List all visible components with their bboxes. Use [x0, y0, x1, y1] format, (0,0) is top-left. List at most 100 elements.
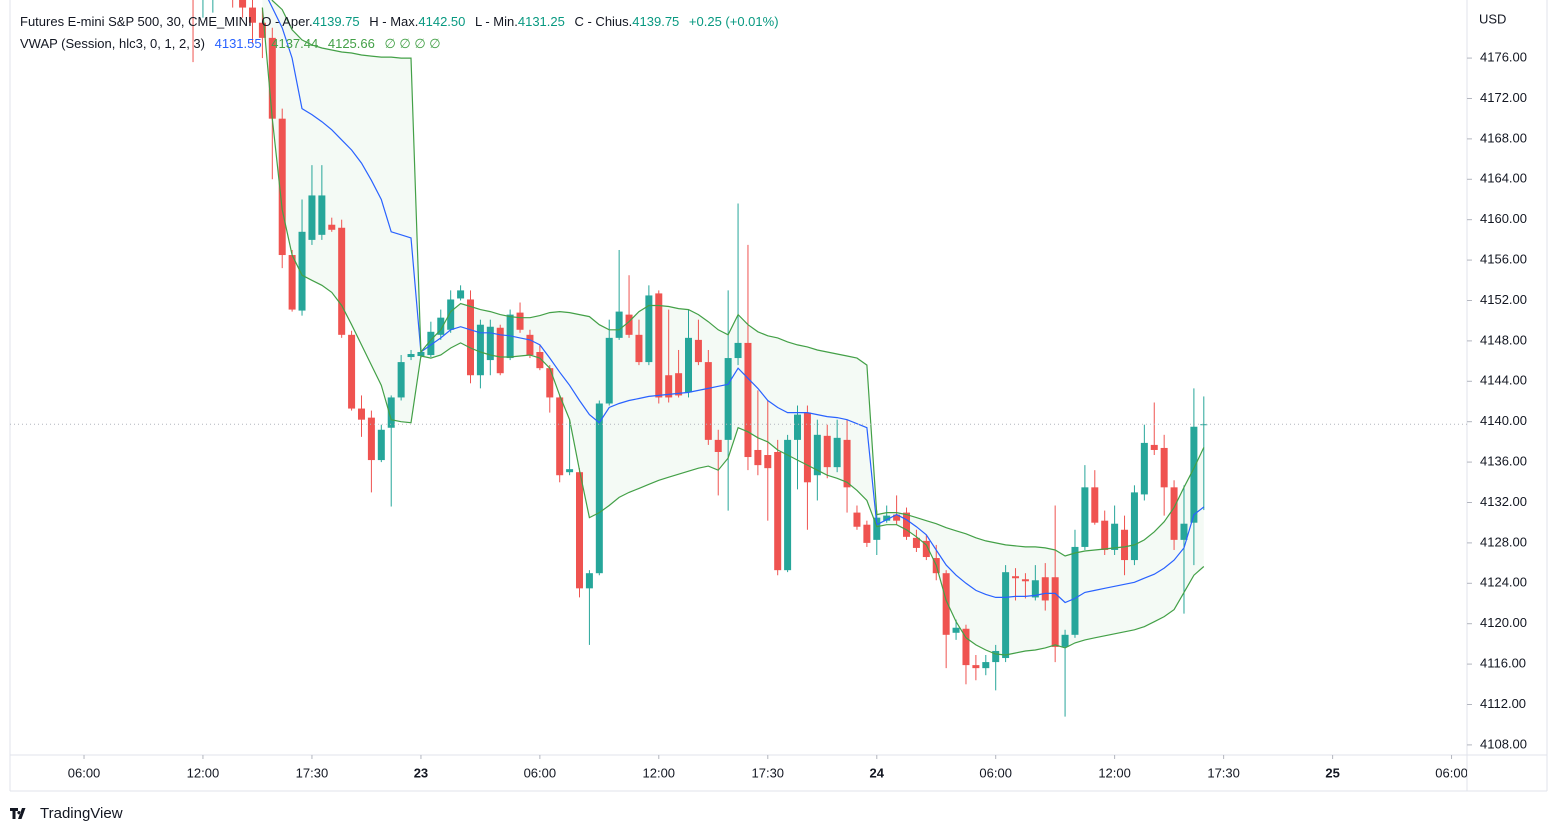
x-tick-label: 12:00 — [643, 765, 676, 780]
candle-body — [397, 362, 405, 398]
candle-body — [367, 417, 375, 461]
field-label: C - Chius. — [574, 14, 632, 29]
brand-name: TradingView — [40, 805, 123, 822]
candle-body — [903, 512, 911, 537]
candle-body — [883, 515, 891, 521]
y-tick-label: 4116.00 — [1480, 656, 1526, 671]
vwap-line — [267, 0, 1205, 604]
y-tick-label: 4132.00 — [1480, 494, 1527, 509]
candle-body — [1121, 529, 1129, 561]
candle-body — [823, 435, 831, 468]
candle-body — [893, 514, 901, 521]
candle-body — [912, 537, 920, 548]
candle-body — [813, 434, 821, 476]
indicator: VWAP (Session, hlc3, 0, 1, 2, 3) — [20, 36, 205, 51]
candle-body — [1130, 492, 1138, 561]
candle-body — [566, 469, 574, 473]
brand-logo: TradingView — [10, 805, 123, 822]
candle-body — [645, 295, 653, 363]
candle-body — [992, 650, 1000, 663]
candle-body — [665, 375, 673, 398]
candle-body — [516, 312, 524, 330]
candle-body — [863, 524, 871, 543]
symbol: Futures E-mini S&P 500, 30, CME_MINI — [20, 14, 252, 29]
candle-body — [1140, 442, 1148, 495]
candle-body — [308, 195, 316, 240]
plot-area — [10, 0, 1467, 717]
candle-body — [1101, 520, 1109, 550]
candle-body — [803, 412, 811, 483]
candle-body — [1041, 577, 1049, 601]
y-tick-label: 4156.00 — [1480, 252, 1527, 267]
candle-body — [357, 408, 365, 420]
candle-body — [1111, 523, 1119, 550]
y-tick-label: 4140.00 — [1480, 413, 1527, 428]
candle-body — [1061, 634, 1069, 647]
symbol-legend: Futures E-mini S&P 500, 30, CME_MINI O -… — [20, 14, 779, 29]
y-tick-label: 4152.00 — [1480, 292, 1527, 307]
candle-body — [417, 351, 425, 357]
candle-body — [556, 397, 564, 476]
candle-body — [794, 414, 802, 440]
candle-body — [833, 437, 841, 468]
field-value: 4139.75 — [313, 14, 360, 29]
candle-body — [1071, 546, 1079, 635]
candle-body — [625, 314, 633, 335]
indicator-value: 4131.55 — [215, 36, 262, 51]
field-label: O - Aper. — [261, 14, 312, 29]
x-tick-label: 23 — [414, 765, 428, 780]
x-tick-label: 06:00 — [1435, 765, 1468, 780]
change: +0.25 (+0.01%) — [689, 14, 779, 29]
candle-body — [377, 429, 385, 461]
candle-body — [962, 628, 970, 666]
candle-body — [496, 327, 504, 374]
candle-body — [1091, 487, 1099, 523]
candle-body — [546, 368, 554, 398]
logo-mark — [10, 808, 26, 819]
candle-body — [1031, 580, 1039, 598]
x-tick-label: 06:00 — [68, 765, 101, 780]
candle-body — [536, 351, 544, 369]
candle-body — [1200, 424, 1208, 426]
y-tick-label: 4148.00 — [1480, 332, 1527, 347]
y-tick-label: 4160.00 — [1480, 211, 1527, 226]
candle-body — [298, 231, 306, 311]
candle-body — [1150, 444, 1158, 450]
candle-body — [1002, 572, 1010, 659]
y-tick-label: 4128.00 — [1480, 534, 1527, 549]
candle-body — [1170, 487, 1178, 540]
candle-body — [972, 665, 980, 669]
x-tick-label: 25 — [1325, 765, 1339, 780]
field-label: L - Min. — [475, 14, 518, 29]
candle-body — [526, 334, 534, 356]
candle-body — [576, 472, 584, 589]
candle-body — [605, 337, 613, 404]
candle-body — [1021, 579, 1029, 582]
candle-body — [774, 451, 782, 571]
candle-body — [595, 403, 603, 574]
x-tick-label: 17:30 — [752, 765, 785, 780]
candle-body — [585, 573, 593, 589]
candle-body — [1012, 576, 1020, 579]
field-label: H - Max. — [369, 14, 418, 29]
candle-body — [685, 337, 693, 393]
vwap-line — [261, 7, 1205, 656]
x-tick-label: 17:30 — [296, 765, 329, 780]
candle-body — [1190, 426, 1198, 523]
candle-body — [615, 311, 623, 338]
candle-body — [744, 342, 752, 458]
candle-body — [447, 299, 455, 330]
candle-body — [1160, 447, 1168, 488]
y-tick-label: 4112.00 — [1480, 696, 1526, 711]
x-tick-label: 12:00 — [187, 765, 220, 780]
candle-body — [704, 362, 712, 440]
time-axis: 06:00 12:00 17:30 23 06:00 12:00 17:30 24 06:00 1… — [68, 755, 1468, 780]
candle-body — [328, 224, 336, 230]
candle-body — [348, 334, 356, 409]
candle-body — [1081, 487, 1089, 547]
candle-body — [407, 354, 415, 358]
y-tick-label: 4108.00 — [1480, 736, 1527, 751]
candle-body — [655, 293, 663, 398]
y-tick-label: 4172.00 — [1480, 90, 1527, 105]
